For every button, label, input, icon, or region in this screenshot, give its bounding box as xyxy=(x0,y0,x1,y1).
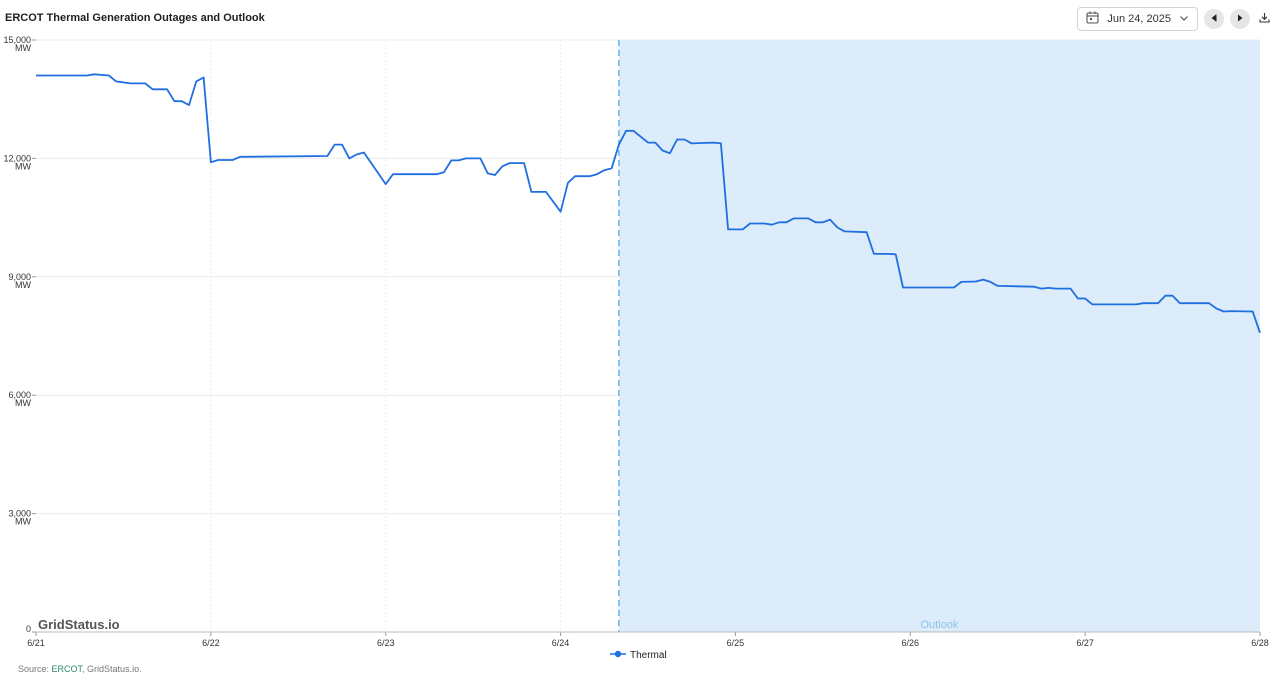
x-tick-label: 6/22 xyxy=(202,638,220,648)
y-tick-label: 0 xyxy=(26,624,31,634)
y-tick-value: 3,000 xyxy=(8,509,31,519)
outlook-label: Outlook xyxy=(920,619,958,631)
source-prefix: Source: xyxy=(18,664,52,674)
y-tick-unit: MW xyxy=(15,43,31,53)
legend[interactable]: Thermal xyxy=(610,650,667,661)
chart-controls: Jun 24, 2025 xyxy=(1077,7,1272,31)
x-tick-label: 6/21 xyxy=(27,638,45,648)
y-tick-value: 15,000 xyxy=(3,35,31,45)
y-tick-value: 6,000 xyxy=(8,390,31,400)
x-tick-label: 6/23 xyxy=(377,638,395,648)
download-button[interactable] xyxy=(1256,9,1272,29)
legend-marker-icon xyxy=(610,650,626,661)
calendar-icon xyxy=(1086,11,1099,27)
page-title: ERCOT Thermal Generation Outages and Out… xyxy=(5,12,265,24)
triangle-left-icon xyxy=(1209,10,1219,28)
y-tick-label: 3,000 MW xyxy=(8,509,31,527)
y-tick-value: 9,000 xyxy=(8,272,31,282)
y-tick-unit: MW xyxy=(15,398,31,408)
x-tick-label: 6/25 xyxy=(727,638,745,648)
source-suffix: , GridStatus.io. xyxy=(82,664,142,674)
x-tick-label: 6/24 xyxy=(552,638,570,648)
chevron-down-icon xyxy=(1179,13,1189,26)
next-day-button[interactable] xyxy=(1230,9,1250,29)
date-picker-value: Jun 24, 2025 xyxy=(1107,13,1171,25)
download-icon xyxy=(1258,10,1270,28)
watermark: GridStatus.io xyxy=(38,617,120,632)
y-tick-label: 15,000 MW xyxy=(3,35,31,53)
y-tick-value: 12,000 xyxy=(3,153,31,163)
y-tick-unit: MW xyxy=(15,517,31,527)
source-link-ercot[interactable]: ERCOT xyxy=(51,664,83,674)
date-picker[interactable]: Jun 24, 2025 xyxy=(1077,7,1198,31)
source-note: Source: ERCOT, GridStatus.io. xyxy=(18,664,142,674)
x-tick-label: 6/28 xyxy=(1251,638,1269,648)
y-tick-label: 9,000 MW xyxy=(8,272,31,290)
y-tick-unit: MW xyxy=(15,161,31,171)
outlook-region xyxy=(618,40,1260,632)
previous-day-button[interactable] xyxy=(1204,9,1224,29)
y-tick-label: 6,000 MW xyxy=(8,390,31,408)
legend-label-thermal: Thermal xyxy=(630,650,667,661)
x-tick-label: 6/26 xyxy=(902,638,920,648)
x-tick-label: 6/27 xyxy=(1076,638,1094,648)
y-tick-label: 12,000 MW xyxy=(3,153,31,171)
triangle-right-icon xyxy=(1235,10,1245,28)
y-tick-unit: MW xyxy=(15,280,31,290)
series-line-thermal xyxy=(36,73,1261,334)
